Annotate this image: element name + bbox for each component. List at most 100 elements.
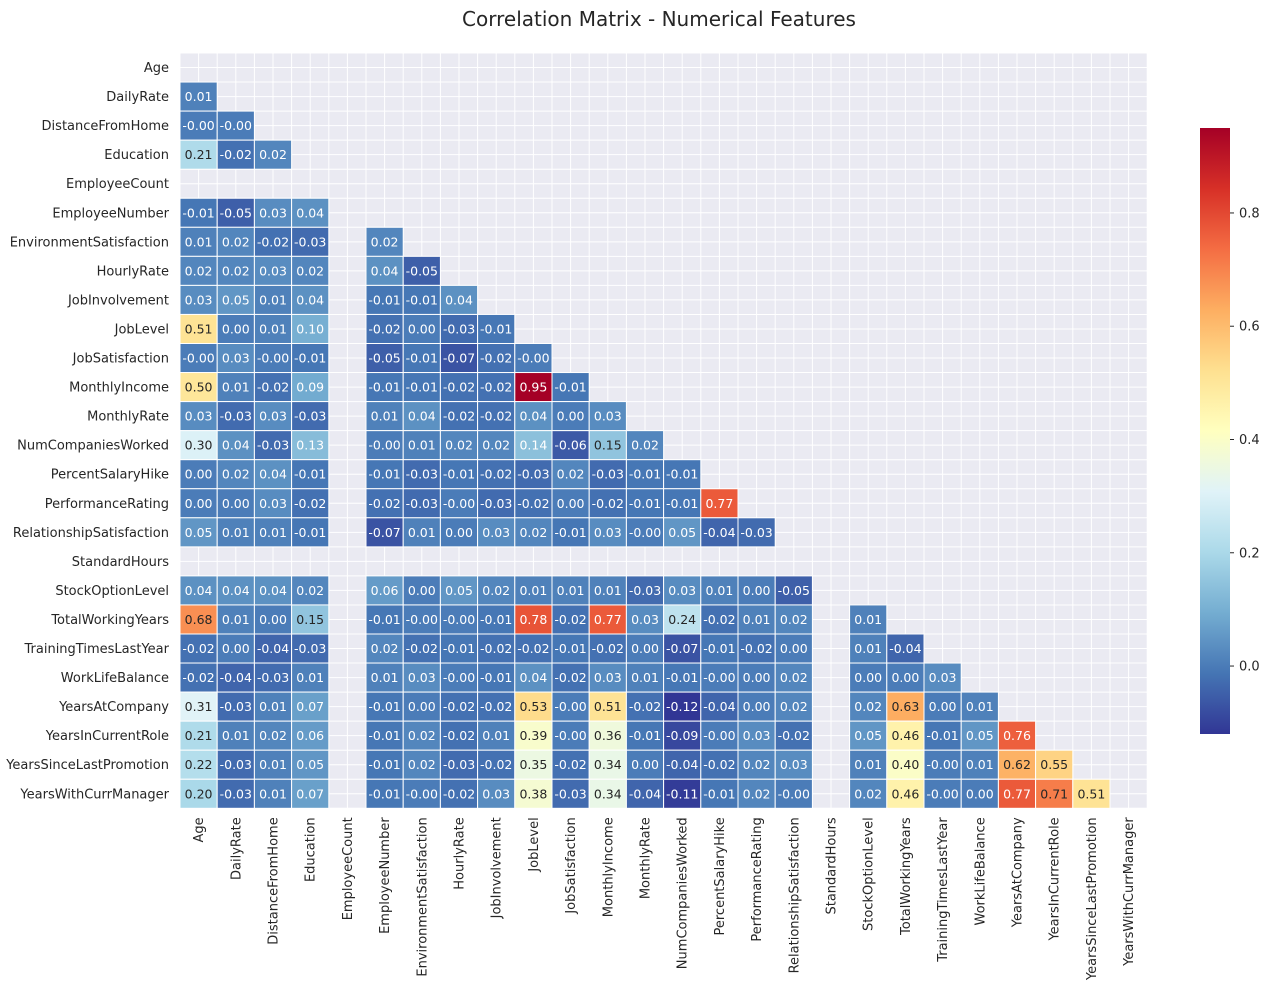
cell-value-label: -0.02: [182, 670, 214, 685]
cell-value-label: -0.01: [703, 641, 735, 656]
cell-value-label: 0.01: [222, 612, 250, 627]
cell-value-label: 0.34: [594, 757, 622, 772]
heatmap-cell: [737, 778, 776, 809]
x-tick-label: EnvironmentSatisfaction: [415, 817, 430, 976]
heatmap-cell: [402, 633, 441, 664]
heatmap-cell: [700, 720, 739, 751]
y-tick-label: NumCompaniesWorked: [17, 439, 169, 454]
cell-value-label: -0.01: [368, 292, 400, 307]
y-tick-label: WorkLifeBalance: [61, 671, 169, 686]
heatmap-cell: [402, 749, 441, 780]
cell-value-label: 0.21: [185, 147, 213, 162]
x-tick-label: Age: [192, 817, 207, 842]
cell-value-label: -0.04: [629, 786, 661, 801]
cell-value-label: 0.00: [631, 641, 659, 656]
cell-value-label: 0.68: [185, 612, 213, 627]
cell-value-label: 0.20: [185, 786, 213, 801]
cell-value-label: 0.01: [222, 380, 250, 395]
cell-value-label: 0.02: [408, 757, 436, 772]
x-tick-label: YearsSinceLastPromotion: [1085, 817, 1100, 981]
heatmap-cell: [402, 662, 441, 693]
heatmap-cell: [551, 372, 590, 403]
y-tick-label: StandardHours: [72, 555, 169, 570]
heatmap-cells: 0.01 -0.00 -0.00 0.21 -0.02 0.02 -0.01 -0.05 0.0…: [179, 81, 1111, 809]
cell-value-label: 0.35: [519, 757, 547, 772]
cell-value-label: 0.01: [185, 234, 213, 249]
heatmap-cell: [365, 633, 404, 664]
cell-value-label: 0.03: [259, 496, 287, 511]
heatmap-cell: [1072, 778, 1111, 809]
cell-value-label: 0.00: [259, 612, 287, 627]
heatmap-cell: [291, 430, 330, 461]
x-axis-tick-labels: Age DailyRate DistanceFromHome Education Emp…: [192, 817, 1137, 981]
cell-value-label: -0.01: [182, 205, 214, 220]
cell-value-label: 0.01: [631, 670, 659, 685]
heatmap-cell: [849, 604, 888, 635]
cell-value-label: 0.01: [408, 525, 436, 540]
cell-value-label: 0.15: [296, 612, 324, 627]
heatmap-cell: [700, 575, 739, 606]
cell-value-label: 0.03: [594, 670, 622, 685]
heatmap-cell: [663, 459, 702, 490]
cell-value-label: 0.00: [222, 321, 250, 336]
heatmap-cell: [402, 604, 441, 635]
cell-value-label: 0.51: [1077, 786, 1105, 801]
heatmap-cell: [216, 633, 255, 664]
heatmap-cell: [216, 313, 255, 345]
cell-value-label: 0.03: [594, 525, 622, 540]
heatmap-cell: [179, 284, 218, 315]
heatmap-cell: [551, 488, 590, 519]
cell-value-label: 0.03: [780, 757, 808, 772]
cell-value-label: 0.03: [259, 205, 287, 220]
cell-value-label: -0.02: [257, 380, 289, 395]
cell-value-label: -0.00: [926, 757, 958, 772]
x-tick-label: PercentSalaryHike: [713, 817, 728, 935]
cell-value-label: -0.01: [629, 496, 661, 511]
cell-value-label: -0.03: [406, 496, 438, 511]
cell-value-label: -0.01: [480, 612, 512, 627]
cell-value-label: 0.00: [557, 496, 585, 511]
cell-value-label: -0.11: [666, 786, 698, 801]
heatmap-cell: [700, 691, 739, 722]
cell-value-label: -0.02: [480, 467, 512, 482]
cell-value-label: 0.24: [668, 612, 696, 627]
heatmap-cell: [291, 255, 330, 286]
heatmap-cell: [886, 778, 925, 809]
cell-value-label: -0.00: [182, 118, 214, 133]
cell-value-label: 0.02: [854, 699, 882, 714]
cell-value-label: -0.03: [220, 409, 252, 424]
cell-value-label: -0.03: [629, 583, 661, 598]
cell-value-label: -0.03: [406, 467, 438, 482]
heatmap-cell: [216, 488, 255, 519]
y-tick-label: HourlyRate: [97, 264, 169, 279]
x-tick-label: YearsInCurrentRole: [1048, 817, 1063, 941]
heatmap-cell: [291, 778, 330, 809]
cell-value-label: -0.02: [554, 612, 586, 627]
cell-value-label: 0.51: [594, 699, 622, 714]
cell-value-label: -0.04: [257, 641, 289, 656]
cell-value-label: -0.02: [443, 380, 475, 395]
cell-value-label: 0.03: [929, 670, 957, 685]
heatmap-cell: [439, 313, 479, 345]
y-tick-label: PerformanceRating: [45, 497, 169, 512]
cell-value-label: 0.01: [854, 641, 882, 656]
cell-value-label: 0.05: [296, 757, 324, 772]
heatmap-cell: [663, 662, 702, 693]
heatmap-cell: [997, 778, 1037, 809]
cell-value-label: -0.00: [443, 612, 475, 627]
cell-value-label: 0.02: [780, 699, 808, 714]
cell-value-label: 0.01: [222, 525, 250, 540]
chart-title: Correlation Matrix - Numerical Features: [462, 7, 856, 31]
cell-value-label: -0.02: [182, 641, 214, 656]
heatmap-cell: [365, 517, 404, 548]
cell-value-label: 0.01: [371, 409, 399, 424]
heatmap-cell: [588, 720, 627, 751]
cell-value-label: -0.02: [480, 641, 512, 656]
cell-value-label: 0.39: [519, 728, 547, 743]
heatmap-cell: [923, 691, 962, 722]
heatmap-cell: [700, 662, 739, 693]
cell-value-label: -0.01: [926, 728, 958, 743]
heatmap-cell: [402, 401, 441, 432]
heatmap-cell: [439, 749, 479, 780]
heatmap-cell: [551, 633, 590, 664]
